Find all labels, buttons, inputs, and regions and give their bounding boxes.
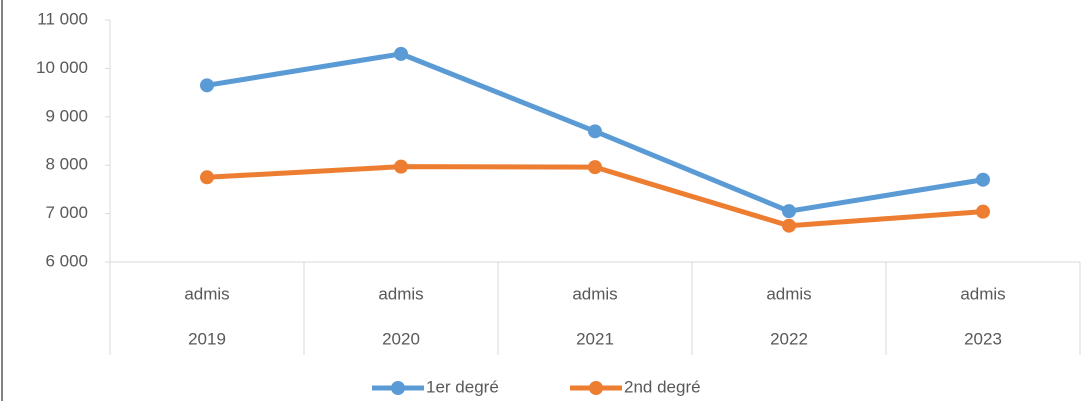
- point: [588, 124, 602, 139]
- point: [976, 172, 990, 187]
- x-tick-label: 2019: [188, 329, 226, 348]
- point: [782, 218, 796, 233]
- x-tick-label: 2020: [382, 329, 420, 348]
- y-tick-label: 11 000: [37, 9, 88, 28]
- x-subcategory-label: admis: [184, 284, 229, 303]
- x-tick-label: 2023: [964, 329, 1002, 348]
- legend-marker: [589, 381, 603, 395]
- y-tick-label: 10 000: [36, 58, 88, 77]
- legend-label: 2nd degré: [624, 377, 701, 396]
- point: [394, 159, 408, 174]
- x-tick-label: 2021: [576, 329, 614, 348]
- point: [782, 204, 796, 219]
- point: [394, 46, 408, 61]
- point: [200, 78, 214, 93]
- x-tick-label: 2022: [770, 329, 808, 348]
- legend-label: 1er degré: [426, 377, 499, 396]
- point: [976, 204, 990, 219]
- x-subcategory-label: admis: [960, 284, 1005, 303]
- y-tick-label: 7 000: [45, 203, 88, 222]
- legend-marker: [391, 381, 405, 395]
- y-tick-label: 6 000: [45, 251, 88, 270]
- point: [588, 160, 602, 175]
- y-tick-label: 8 000: [45, 155, 88, 174]
- y-tick-label: 9 000: [45, 106, 88, 125]
- point: [200, 170, 214, 185]
- x-subcategory-label: admis: [378, 284, 423, 303]
- x-subcategory-label: admis: [766, 284, 811, 303]
- x-subcategory-label: admis: [572, 284, 617, 303]
